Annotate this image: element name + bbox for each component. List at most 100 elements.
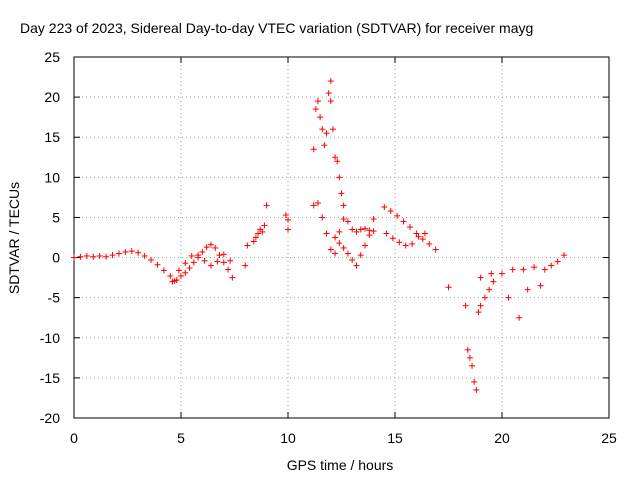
data-point bbox=[325, 90, 332, 97]
data-point bbox=[227, 257, 234, 264]
data-point bbox=[135, 249, 142, 256]
data-point bbox=[541, 266, 548, 273]
series-afternoon-lower bbox=[383, 230, 428, 249]
data-point bbox=[203, 244, 210, 251]
data-point bbox=[225, 266, 232, 273]
data-point bbox=[338, 190, 345, 197]
data-point bbox=[362, 225, 369, 232]
x-tick-label: 20 bbox=[494, 430, 510, 446]
data-point bbox=[466, 354, 473, 361]
data-point bbox=[499, 270, 505, 277]
data-point bbox=[336, 228, 343, 235]
series-noon-peak bbox=[310, 78, 347, 209]
data-point bbox=[357, 226, 364, 233]
x-tick-label: 15 bbox=[387, 430, 403, 446]
data-point bbox=[319, 214, 326, 221]
grid-lines bbox=[74, 57, 609, 418]
data-point bbox=[244, 242, 251, 249]
data-point bbox=[312, 106, 319, 113]
data-point bbox=[329, 126, 336, 133]
data-point bbox=[464, 346, 471, 353]
data-point bbox=[344, 218, 351, 225]
data-point bbox=[186, 264, 193, 271]
y-tick-label: 10 bbox=[44, 169, 60, 185]
data-point bbox=[332, 154, 339, 161]
data-point bbox=[336, 174, 343, 181]
data-point bbox=[314, 200, 321, 207]
data-point bbox=[103, 253, 110, 260]
data-point bbox=[524, 286, 531, 293]
data-point bbox=[83, 252, 90, 259]
data-point bbox=[520, 266, 527, 273]
data-point bbox=[259, 228, 266, 235]
data-point bbox=[516, 314, 523, 321]
data-point bbox=[537, 282, 544, 289]
x-tick-label: 25 bbox=[601, 430, 617, 446]
data-point bbox=[332, 250, 339, 257]
data-point bbox=[252, 234, 259, 241]
data-point bbox=[154, 261, 161, 268]
data-point bbox=[77, 253, 84, 260]
data-point bbox=[471, 378, 478, 385]
data-point bbox=[400, 218, 407, 225]
data-point bbox=[531, 264, 538, 271]
data-point bbox=[362, 242, 369, 249]
y-tick-label: 0 bbox=[52, 250, 60, 266]
data-point bbox=[490, 278, 497, 285]
data-point bbox=[207, 241, 214, 248]
data-point bbox=[169, 278, 176, 285]
data-point bbox=[370, 216, 377, 223]
data-point bbox=[141, 252, 148, 259]
data-markers bbox=[71, 78, 568, 393]
y-tick-label: -5 bbox=[48, 290, 61, 306]
data-point bbox=[432, 246, 439, 253]
y-tick-label: -15 bbox=[40, 370, 60, 386]
data-point bbox=[332, 234, 339, 241]
data-point bbox=[199, 248, 206, 255]
data-point bbox=[415, 233, 422, 240]
data-point bbox=[128, 248, 135, 255]
data-point bbox=[182, 260, 189, 267]
data-point bbox=[366, 232, 373, 239]
data-point bbox=[402, 242, 409, 249]
axis-ticks: 0 5 10 15 20 25 -20 -15 -10 -5 0 5 10 15 20 25 bbox=[40, 49, 617, 446]
data-point bbox=[469, 362, 476, 369]
data-point bbox=[220, 251, 227, 258]
data-point bbox=[389, 235, 396, 242]
data-point bbox=[214, 258, 221, 265]
data-point bbox=[340, 244, 347, 251]
data-point bbox=[173, 277, 180, 284]
data-point bbox=[340, 202, 347, 209]
data-point bbox=[477, 302, 484, 309]
data-point bbox=[548, 262, 555, 269]
data-point bbox=[462, 302, 469, 309]
data-point bbox=[182, 269, 189, 276]
data-point bbox=[178, 273, 184, 280]
series-pre-noon bbox=[242, 202, 291, 269]
data-point bbox=[334, 158, 341, 165]
data-point bbox=[383, 230, 390, 237]
data-point bbox=[148, 256, 155, 263]
data-point bbox=[115, 250, 122, 257]
y-tick-label: -10 bbox=[40, 330, 60, 346]
x-tick-label: 10 bbox=[280, 430, 296, 446]
data-point bbox=[353, 228, 360, 235]
data-point bbox=[554, 258, 561, 265]
data-point bbox=[229, 274, 236, 281]
y-axis-label: SDTVAR / TECUs bbox=[6, 182, 22, 294]
data-point bbox=[207, 262, 214, 269]
data-point bbox=[188, 252, 195, 259]
data-point bbox=[90, 253, 97, 260]
data-point bbox=[216, 252, 223, 259]
data-point bbox=[475, 309, 482, 316]
data-point bbox=[327, 98, 334, 105]
data-point bbox=[310, 202, 317, 209]
series-baseline bbox=[71, 248, 178, 284]
data-point bbox=[261, 222, 268, 229]
data-point bbox=[285, 226, 291, 233]
data-point bbox=[190, 259, 197, 266]
data-point bbox=[167, 273, 174, 280]
data-point bbox=[486, 286, 493, 293]
data-point bbox=[509, 266, 516, 273]
series-lower-branch bbox=[169, 251, 234, 285]
